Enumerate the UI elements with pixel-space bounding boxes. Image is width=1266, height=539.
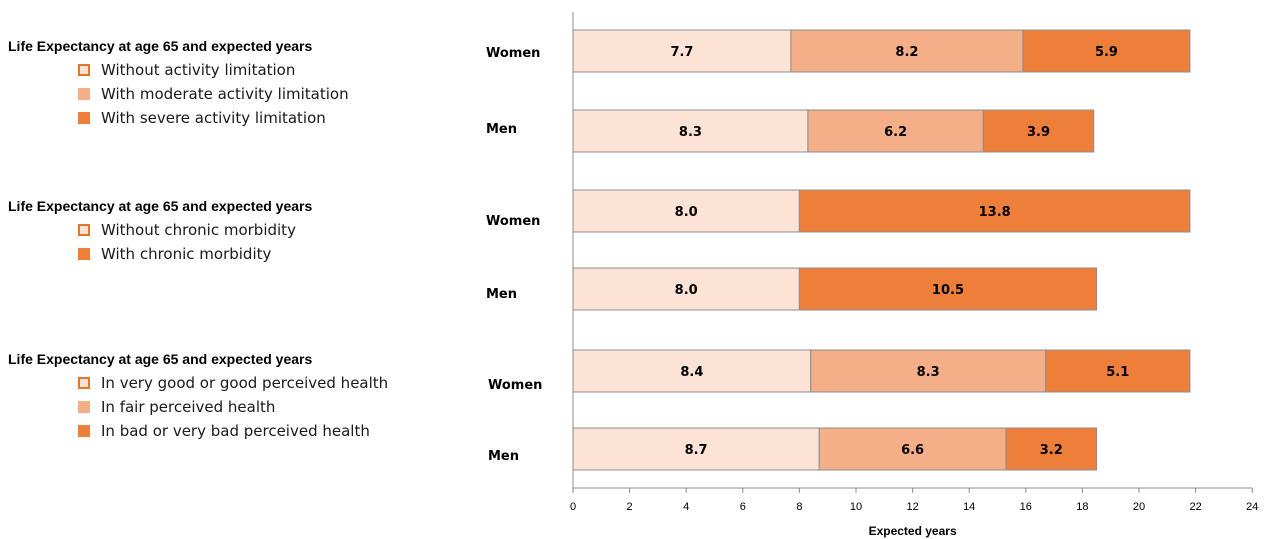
x-tick-label: 4 <box>683 501 689 513</box>
legend-label: In bad or very bad perceived health <box>101 422 370 440</box>
legend-label: With chronic morbidity <box>101 245 272 263</box>
category-label: Men <box>488 449 519 464</box>
legend-title: Life Expectancy at age 65 and expected y… <box>8 351 313 367</box>
legend-item: In bad or very bad perceived health <box>78 419 388 443</box>
data-label: 3.2 <box>1040 443 1063 458</box>
bar-segment <box>790 29 1024 73</box>
bar-segment <box>1005 427 1098 471</box>
data-label: 8.0 <box>675 283 698 298</box>
x-tick-label: 22 <box>1189 501 1201 513</box>
data-label: 3.9 <box>1027 125 1050 140</box>
data-label: 8.2 <box>895 45 918 60</box>
bar-segment <box>798 189 1191 233</box>
category-label: Men <box>486 122 517 137</box>
category-label: Women <box>488 378 542 393</box>
bar-segment <box>572 109 809 153</box>
data-label: 5.9 <box>1095 45 1118 60</box>
legend-swatch <box>78 112 90 124</box>
legend-swatch <box>78 224 90 236</box>
x-tick-label: 12 <box>906 501 918 513</box>
legend-label: In fair perceived health <box>101 398 276 416</box>
x-tick-label: 2 <box>627 501 633 513</box>
x-tick-label: 0 <box>570 501 576 513</box>
legend-swatch <box>78 401 90 413</box>
x-axis-title: Expected years <box>869 524 957 538</box>
x-tick-label: 24 <box>1246 501 1258 513</box>
legend-item: In fair perceived health <box>78 395 388 419</box>
x-tick-label: 10 <box>850 501 862 513</box>
x-tick-label: 16 <box>1020 501 1032 513</box>
bar-segment <box>798 267 1098 311</box>
data-label: 6.6 <box>901 443 924 458</box>
bar-segment <box>1022 29 1191 73</box>
x-tick-label: 8 <box>796 501 802 513</box>
legend-title: Life Expectancy at age 65 and expected y… <box>8 198 313 214</box>
legend-title: Life Expectancy at age 65 and expected y… <box>8 38 313 54</box>
legend-item: With moderate activity limitation <box>78 82 349 106</box>
data-label: 6.2 <box>884 125 907 140</box>
legend-swatch <box>78 88 90 100</box>
bar-segment <box>1045 349 1191 393</box>
legend-chronic-morbidity: Life Expectancy at age 65 and expected y… <box>8 198 312 266</box>
data-label: 8.3 <box>917 365 940 380</box>
legend-label: Without chronic morbidity <box>101 221 296 239</box>
legend-item: Without activity limitation <box>78 58 349 82</box>
legend-perceived-health: Life Expectancy at age 65 and expected y… <box>8 351 388 443</box>
category-label: Women <box>486 214 540 229</box>
legend-item: In very good or good perceived health <box>78 371 388 395</box>
legend-label: In very good or good perceived health <box>101 374 389 392</box>
data-label: 10.5 <box>932 283 964 298</box>
data-label: 13.8 <box>979 205 1011 220</box>
legend-swatch <box>78 377 90 389</box>
data-label: 8.0 <box>675 205 698 220</box>
legend-panel: Life Expectancy at age 65 and expected y… <box>0 0 480 539</box>
bar-segment <box>572 349 812 393</box>
legend-swatch <box>78 248 90 260</box>
legend-activity-limitation: Life Expectancy at age 65 and expected y… <box>8 38 349 130</box>
data-label: 5.1 <box>1106 365 1129 380</box>
legend-swatch <box>78 64 90 76</box>
data-label: 8.3 <box>679 125 702 140</box>
category-label: Men <box>486 287 517 302</box>
category-label: Women <box>486 46 540 61</box>
legend-label: Without activity limitation <box>101 61 296 79</box>
legend-item: With chronic morbidity <box>78 242 312 266</box>
legend-item: With severe activity limitation <box>78 106 349 130</box>
data-label: 8.4 <box>680 365 703 380</box>
bar-segment <box>572 267 800 311</box>
x-tick-label: 18 <box>1076 501 1088 513</box>
legend-swatch <box>78 425 90 437</box>
data-label: 7.7 <box>670 45 693 60</box>
legend-label: With severe activity limitation <box>101 109 326 127</box>
data-label: 8.7 <box>685 443 708 458</box>
bar-segment <box>982 109 1095 153</box>
bar-segment <box>572 189 800 233</box>
bar-segment <box>818 427 1007 471</box>
bar-segment <box>807 109 984 153</box>
x-tick-label: 20 <box>1133 501 1145 513</box>
legend-item: Without chronic morbidity <box>78 218 312 242</box>
bar-segment <box>572 427 820 471</box>
x-tick-label: 14 <box>963 501 975 513</box>
x-tick-label: 6 <box>740 501 746 513</box>
legend-label: With moderate activity limitation <box>101 85 349 103</box>
